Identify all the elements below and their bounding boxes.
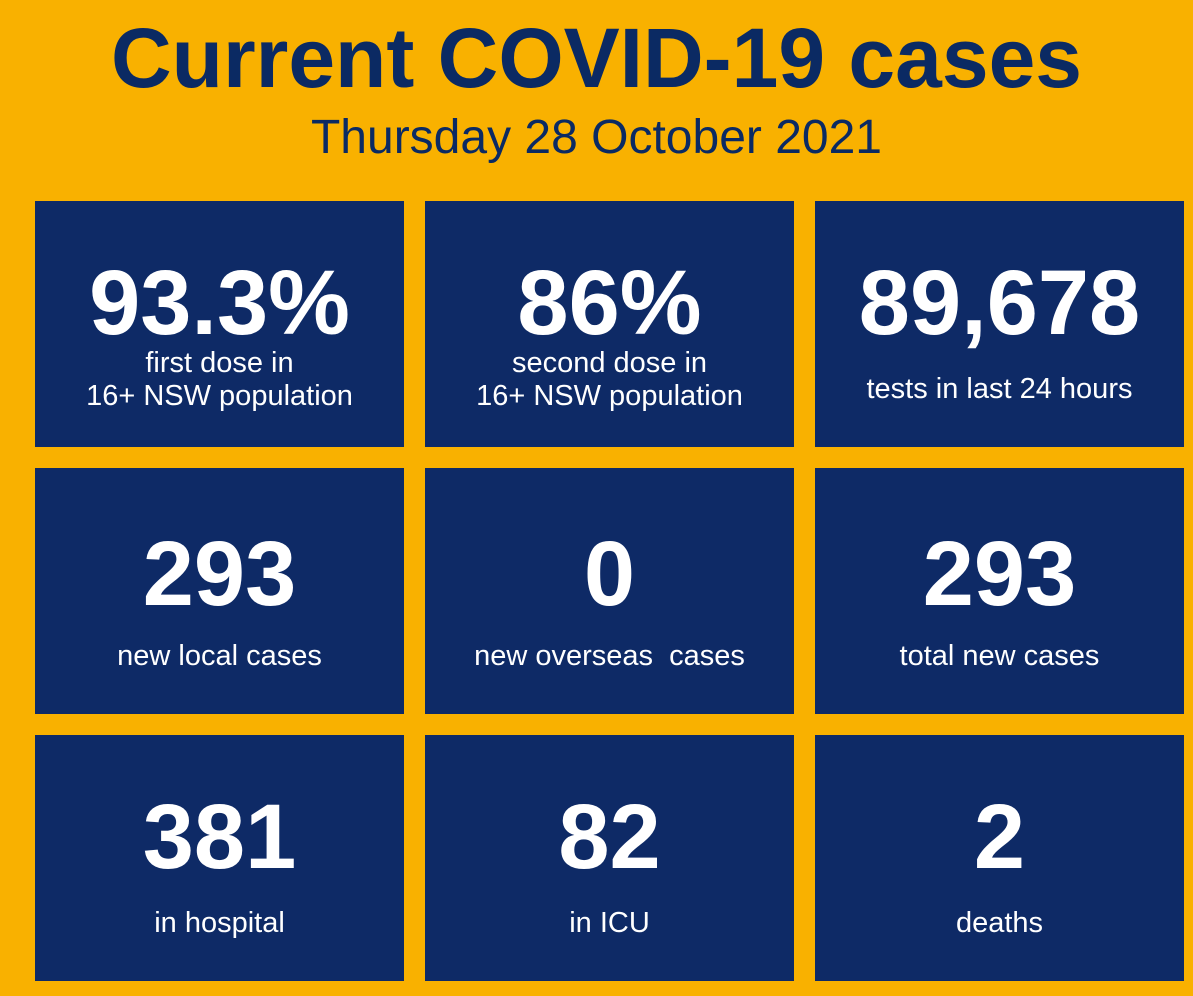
tile-value: 293: [922, 523, 1077, 625]
tile-icu: 82 in ICU: [425, 735, 794, 981]
tile-deaths: 2 deaths: [815, 735, 1184, 981]
tile-label: deaths: [955, 907, 1044, 939]
tile-label: new overseas cases: [474, 640, 745, 672]
tile-hospital: 381 in hospital: [35, 735, 404, 981]
tile-value: 0: [583, 523, 636, 625]
tile-value: 89,678: [858, 252, 1141, 354]
tile-local-cases: 293 new local cases: [35, 468, 404, 714]
tile-tests: 89,678 tests in last 24 hours: [815, 201, 1184, 447]
page-title: Current COVID-19 cases: [110, 11, 1083, 105]
tile-value: 381: [142, 786, 297, 888]
tile-label: new local cases: [117, 640, 322, 672]
tile-label: in hospital: [154, 907, 285, 939]
tile-label: in ICU: [569, 907, 650, 939]
report-date: Thursday 28 October 2021: [310, 111, 882, 164]
tile-value: 86%: [517, 252, 702, 354]
tile-label: first dose in 16+ NSW population: [35, 347, 404, 413]
tile-label-line: first dose in: [145, 347, 294, 379]
tile-value: 293: [142, 523, 297, 625]
tile-second-dose: 86% second dose in 16+ NSW population: [425, 201, 794, 447]
stats-grid: 93.3% first dose in 16+ NSW population 8…: [35, 201, 1184, 981]
tile-label: total new cases: [899, 640, 1100, 672]
tile-value: 82: [558, 786, 661, 888]
tile-total-cases: 293 total new cases: [815, 468, 1184, 714]
tile-label-line: 16+ NSW population: [476, 380, 743, 412]
tile-label-line: 16+ NSW population: [86, 380, 353, 412]
tile-label: second dose in 16+ NSW population: [425, 347, 794, 413]
tile-value: 2: [973, 786, 1026, 888]
tile-first-dose: 93.3% first dose in 16+ NSW population: [35, 201, 404, 447]
tile-label: tests in last 24 hours: [866, 373, 1133, 405]
tile-value: 93.3%: [89, 252, 350, 354]
tile-label-line: second dose in: [511, 347, 708, 379]
tile-overseas-cases: 0 new overseas cases: [425, 468, 794, 714]
